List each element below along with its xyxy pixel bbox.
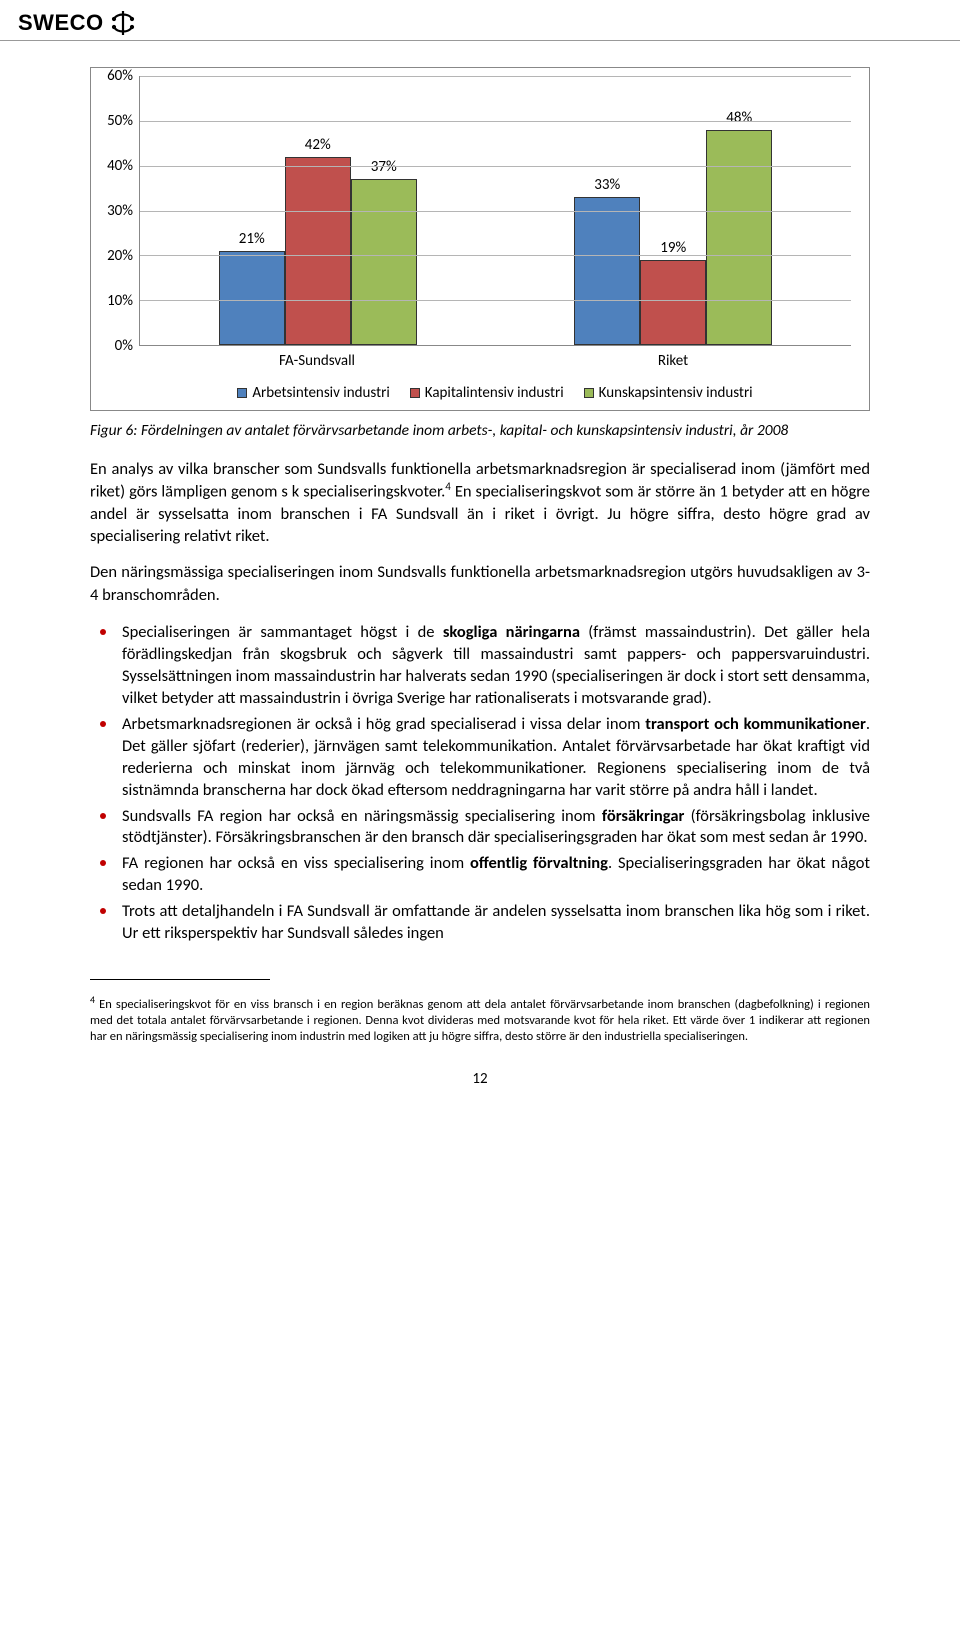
list-item: Arbetsmarknadsregionen är också i hög gr… bbox=[118, 712, 870, 802]
paragraph-1: En analys av vilka branscher som Sundsva… bbox=[90, 458, 870, 548]
bar: 42% bbox=[285, 157, 351, 345]
legend-swatch bbox=[584, 388, 594, 398]
bar: 33% bbox=[574, 197, 640, 345]
bar-value-label: 42% bbox=[305, 136, 331, 154]
chart-legend: Arbetsintensiv industri Kapitalintensiv i… bbox=[139, 370, 851, 402]
gridline bbox=[140, 300, 851, 301]
bar: 48% bbox=[706, 130, 772, 345]
legend-label: Arbetsintensiv industri bbox=[252, 384, 389, 402]
y-tick-label: 50% bbox=[107, 112, 133, 130]
x-tick-label: FA-Sundsvall bbox=[139, 352, 495, 370]
list-item: Sundsvalls FA region har också en näring… bbox=[118, 804, 870, 850]
y-axis: 0%10%20%30%40%50%60% bbox=[95, 76, 139, 346]
list-item: Trots att detaljhandeln i FA Sundsvall ä… bbox=[118, 899, 870, 945]
bar-value-label: 21% bbox=[239, 230, 265, 248]
footnote-rule bbox=[90, 979, 270, 980]
bar: 37% bbox=[351, 179, 417, 345]
bar-chart: 0%10%20%30%40%50%60% 21%42%37%33%19%48% … bbox=[90, 67, 870, 411]
bar-value-label: 48% bbox=[726, 109, 752, 127]
x-axis-labels: FA-SundsvallRiket bbox=[139, 346, 851, 370]
brand-name: SWECO bbox=[18, 10, 104, 36]
y-tick-label: 10% bbox=[107, 292, 133, 310]
bar-value-label: 19% bbox=[660, 239, 686, 257]
bar-value-label: 37% bbox=[371, 158, 397, 176]
y-tick-label: 30% bbox=[107, 202, 133, 220]
gridline bbox=[140, 211, 851, 212]
legend-swatch bbox=[237, 388, 247, 398]
bar: 19% bbox=[640, 260, 706, 345]
legend-swatch bbox=[410, 388, 420, 398]
brand-icon bbox=[110, 10, 136, 36]
brand-header: SWECO bbox=[0, 0, 960, 41]
gridline bbox=[140, 76, 851, 77]
plot-area: 21%42%37%33%19%48% bbox=[139, 76, 851, 346]
y-tick-label: 0% bbox=[115, 337, 133, 355]
list-item: FA regionen har också en viss specialise… bbox=[118, 851, 870, 897]
list-item: Specialiseringen är sammantaget högst i … bbox=[118, 620, 870, 710]
bullet-list: Specialiseringen är sammantaget högst i … bbox=[90, 620, 870, 945]
gridline bbox=[140, 255, 851, 256]
page-number: 12 bbox=[90, 1070, 870, 1088]
bar-value-label: 33% bbox=[594, 176, 620, 194]
y-tick-label: 60% bbox=[107, 67, 133, 85]
figure-caption: Figur 6: Fördelningen av antalet förvärv… bbox=[90, 421, 870, 442]
legend-item: Kunskapsintensiv industri bbox=[584, 384, 753, 402]
gridline bbox=[140, 166, 851, 167]
x-tick-label: Riket bbox=[495, 352, 851, 370]
legend-item: Arbetsintensiv industri bbox=[237, 384, 389, 402]
gridline bbox=[140, 121, 851, 122]
legend-item: Kapitalintensiv industri bbox=[410, 384, 564, 402]
legend-label: Kapitalintensiv industri bbox=[425, 384, 564, 402]
y-tick-label: 20% bbox=[107, 247, 133, 265]
paragraph-2: Den näringsmässiga specialiseringen inom… bbox=[90, 561, 870, 606]
footnote-text: 4 En specialiseringskvot för en viss bra… bbox=[90, 993, 870, 1046]
y-tick-label: 40% bbox=[107, 157, 133, 175]
legend-label: Kunskapsintensiv industri bbox=[599, 384, 753, 402]
footnote-body: En specialiseringskvot för en viss brans… bbox=[90, 997, 870, 1045]
bar: 21% bbox=[219, 251, 285, 345]
